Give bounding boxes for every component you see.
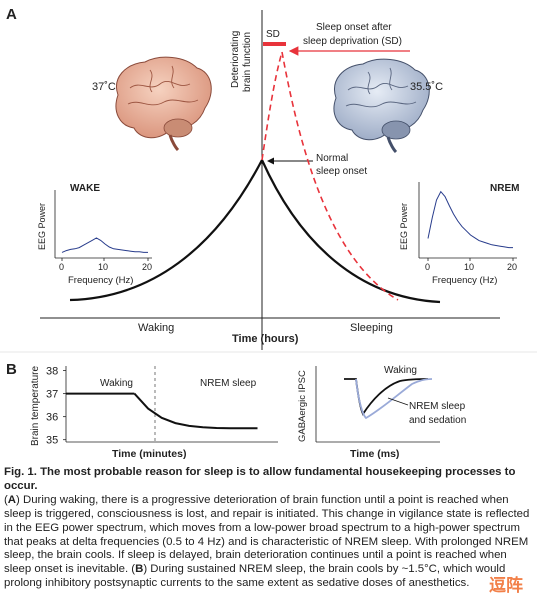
temperature-waking-label: Waking: [100, 378, 133, 389]
ipsc-xlabel: Time (ms): [350, 448, 399, 460]
nrem-inset-tick-10: 10: [464, 262, 474, 272]
temperature-nrem-series: [133, 392, 258, 430]
sd-badge: SD: [266, 29, 280, 40]
normal-annotation-1: Normal: [316, 153, 348, 164]
caption-label-b: B: [135, 563, 144, 576]
sleeping-label: Sleeping: [350, 322, 393, 334]
temperature-ytick-label: 35: [46, 435, 58, 447]
ipsc-nrem-label-2: and sedation: [409, 415, 466, 426]
temperature-xlabel: Time (minutes): [112, 448, 186, 460]
caption-text-a: During waking, there is a progressive de…: [4, 493, 530, 576]
waking-label: Waking: [138, 322, 174, 334]
ipsc-waking-label: Waking: [384, 365, 417, 376]
warm-brain-image: [115, 56, 212, 152]
temperature-chart: Brain temperature 38 37 36 35 Waking NREM s…: [30, 366, 278, 460]
nrem-inset-tick-0: 0: [425, 262, 430, 272]
sd-recovery-curve: [281, 51, 399, 301]
wake-temperature: 37˚C: [92, 81, 116, 93]
wake-inset-tick-20: 20: [142, 262, 152, 272]
nrem-inset-ylabel: EEG Power: [399, 203, 409, 250]
figure: A Deteriorating brain function Waking Sl…: [0, 6, 537, 460]
panel-a-label: A: [6, 6, 17, 23]
sleep-curve: [260, 159, 441, 304]
wake-inset-title: WAKE: [70, 183, 100, 194]
temperature-ytick-label: 37: [46, 389, 58, 401]
sd-annotation-1: Sleep onset after: [316, 22, 392, 33]
caption-text-b: During sustained NREM sleep, the brain c…: [4, 563, 506, 590]
caption-label-a: A: [7, 493, 17, 506]
ipsc-chart: GABAergic IPSC Waking NREM sleep and sed…: [297, 365, 466, 460]
temperature-nrem-label: NREM sleep: [200, 378, 257, 389]
panel-a-y-label-1: Deteriorating: [230, 31, 241, 88]
nrem-eeg-series: [427, 190, 513, 249]
nrem-inset: NREM EEG Power 0 10 20 Frequency (Hz): [399, 182, 519, 286]
panel-a-y-label-2: brain function: [242, 32, 253, 92]
sd-annotation-2: sleep deprivation (SD): [303, 36, 402, 47]
ipsc-nrem-trace: [355, 378, 433, 420]
figure-caption: Fig. 1. The most probable reason for sle…: [4, 466, 530, 590]
wake-inset-xlabel: Frequency (Hz): [68, 275, 133, 286]
nrem-inset-xlabel: Frequency (Hz): [432, 275, 497, 286]
temperature-ytick-label: 36: [46, 412, 58, 424]
ipsc-ylabel: GABAergic IPSC: [297, 370, 308, 442]
temperature-ytick-label: 38: [46, 366, 58, 378]
sd-rise-curve: [261, 51, 283, 161]
time-hours-label: Time (hours): [232, 333, 299, 345]
temperature-ylabel: Brain temperature: [30, 366, 41, 446]
watermark-logo: 逗阵: [489, 576, 523, 596]
sleep-temperature: 35.5˚C: [410, 81, 443, 93]
ipsc-nrem-label-1: NREM sleep: [409, 401, 466, 412]
nrem-inset-title: NREM: [490, 183, 519, 194]
ipsc-nrem-pointer: [387, 397, 409, 406]
nrem-inset-tick-20: 20: [507, 262, 517, 272]
waking-curve: [69, 159, 263, 302]
caption-title: Fig. 1. The most probable reason for sle…: [4, 466, 516, 492]
wake-inset: WAKE EEG Power 0 10 20 Frequency (Hz): [37, 183, 152, 286]
normal-annotation-2: sleep onset: [316, 166, 367, 177]
panel-b-label: B: [6, 361, 17, 378]
wake-inset-tick-10: 10: [98, 262, 108, 272]
wake-eeg-series: [61, 237, 148, 253]
wake-inset-tick-0: 0: [59, 262, 64, 272]
cool-brain-image: [333, 58, 430, 154]
wake-inset-ylabel: EEG Power: [37, 203, 47, 250]
